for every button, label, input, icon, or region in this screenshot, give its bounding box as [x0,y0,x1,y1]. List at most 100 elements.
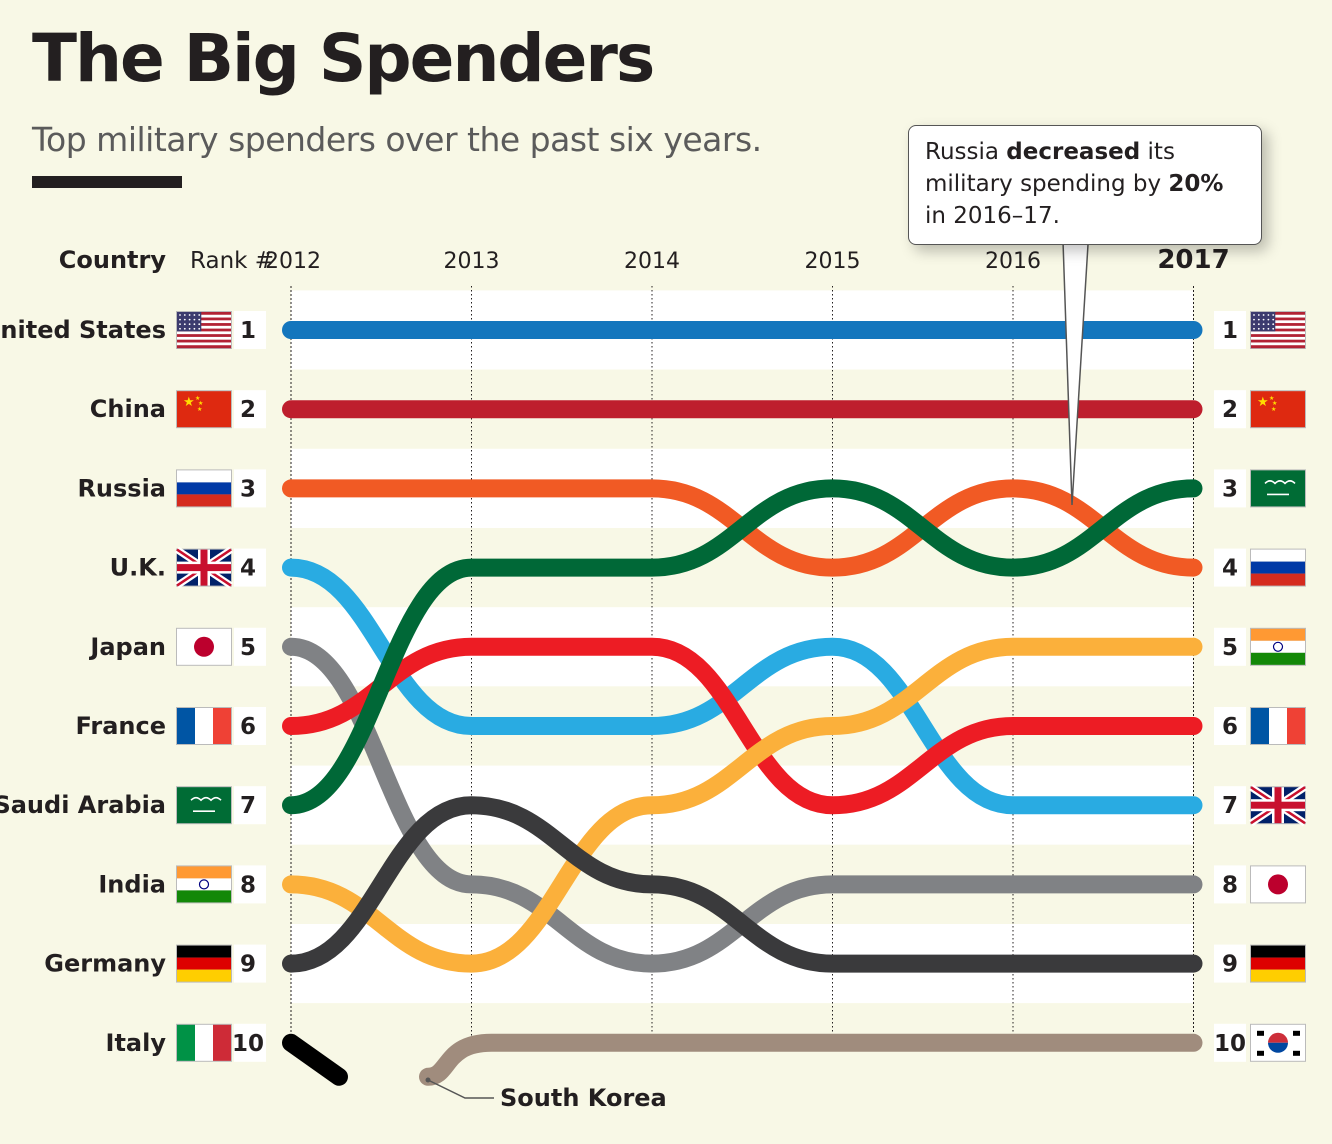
rank-box [1214,786,1246,825]
flag-cn-icon: ★ ★★★ [176,390,232,429]
flag-sa-icon [176,786,232,825]
rank-box [1214,944,1246,983]
rank-box [234,707,266,745]
rank-label-right: 9 [1222,952,1238,978]
south-korea-label: South Korea [500,1084,667,1112]
flag-uk-icon [175,546,233,589]
series-line-italy [282,1033,348,1086]
rank-box [234,390,266,429]
country-label: Saudi Arabia [0,791,166,819]
series-line-japan [282,637,1203,973]
column-header-country: Country [59,246,167,274]
svg-text:★: ★ [195,395,200,402]
rank-label-left: 2 [240,397,256,423]
rank-box [234,944,266,983]
rank-label-right: 6 [1222,714,1238,740]
rank-box [1214,1023,1246,1062]
column-header-rank: Rank # [190,248,274,274]
callout-text-2: its military spending by [925,139,1175,197]
callout-bold-1: decreased [1006,139,1141,165]
country-label: Germany [44,950,166,978]
country-label: Russia [77,474,166,502]
series-line-india [282,637,1203,973]
rank-label-left: 8 [240,872,256,898]
rank-box [1214,548,1246,587]
rank-box [234,469,266,508]
country-label: Italy [106,1029,167,1057]
flag-kr-icon [1250,1023,1306,1062]
rank-box [234,865,266,904]
svg-text:★: ★ [1257,394,1269,409]
flag-cn-icon: ★ ★★★ [1250,390,1306,429]
series-line-france [282,637,1203,815]
rank-label-right: 3 [1222,476,1238,502]
flag-in-icon [176,865,232,904]
rank-label-right: 5 [1222,635,1238,661]
country-label: India [98,870,166,898]
rank-box [234,548,266,587]
rank-box [1214,311,1246,349]
x-tick-label: 2017 [1157,245,1229,275]
south-korea-leader-line [427,1079,494,1099]
flag-it-icon [176,1023,232,1062]
left-country-labels: United States 1 China ★★★★ 2 Russia 3 U.K. 4 Japa… [0,311,266,1062]
rank-label-left: 4 [240,556,256,582]
rank-box [234,311,266,349]
flag-fr-icon [176,707,232,745]
country-label: United States [0,316,166,344]
rank-label-right: 8 [1222,872,1238,898]
callout-russia: Russia decreased its military spending b… [908,125,1262,245]
series-line-u-k [282,558,1203,815]
country-label: U.K. [110,554,166,582]
rank-box [234,786,266,825]
series-line-saudi-arabia [282,479,1203,815]
flag-us-icon [1250,311,1306,349]
rank-label-left: 5 [240,635,256,661]
flag-fr-icon [1250,707,1306,745]
flag-jp-icon [1250,865,1306,904]
x-tick-label: 2016 [985,249,1041,274]
flag-uk-icon [1249,784,1307,827]
rank-box [1214,469,1246,508]
rank-box [1214,627,1246,666]
series-lines [282,320,1203,1086]
flag-jp-icon [176,627,232,666]
rank-label-right: 4 [1222,556,1238,582]
flag-sa-icon [1250,469,1306,508]
x-tick-label: 2014 [624,249,680,274]
flag-in-icon [1250,627,1306,666]
country-label: China [90,395,166,423]
series-line-russia [282,479,1203,577]
rank-label-left: 6 [240,714,256,740]
callout-text-3: in 2016–17. [925,203,1060,229]
page-subtitle: Top military spenders over the past six … [32,120,762,159]
x-tick-label: 2013 [444,249,500,274]
svg-text:★: ★ [198,400,203,407]
flag-us-icon [176,311,232,349]
svg-text:★: ★ [1269,395,1274,402]
rank-label-right: 1 [1222,318,1238,344]
rank-label-right: 10 [1214,1031,1246,1057]
rank-label-left: 9 [240,952,256,978]
svg-text:★: ★ [1271,406,1276,413]
title-underline [32,176,182,188]
rank-box [1214,390,1246,429]
rank-label-left: 1 [240,318,256,344]
x-tick-label: 2015 [805,249,861,274]
page-title: The Big Spenders [32,20,655,97]
rank-label-left: 10 [232,1031,264,1057]
rank-box [1214,865,1246,904]
rank-label-left: 3 [240,476,256,502]
rank-label-right: 2 [1222,397,1238,423]
series-line-germany [282,796,1203,973]
country-label: France [76,712,166,740]
x-axis-labels: 2012 2013 2014 2015 2016 2017 [265,245,1230,275]
country-label: Japan [88,633,166,661]
rank-box [234,1023,266,1062]
rank-label-left: 7 [240,793,256,819]
svg-text:★: ★ [183,394,195,409]
annotations: South Korea [425,211,1091,1112]
flag-ru-icon [1250,548,1306,587]
flag-de-icon [1250,944,1306,983]
